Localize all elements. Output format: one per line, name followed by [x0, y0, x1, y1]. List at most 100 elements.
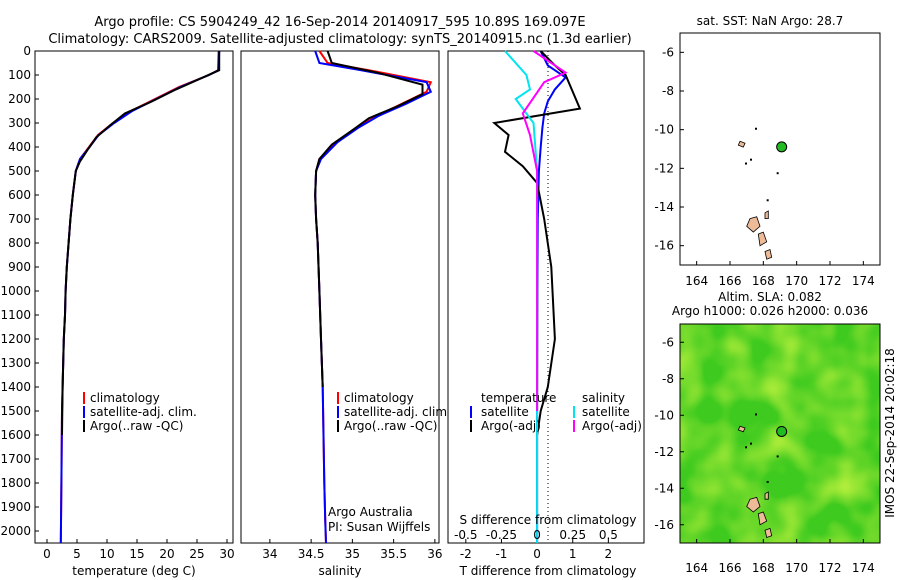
lat-tick-label: -12 — [654, 445, 674, 459]
depth-tick-label: 900 — [8, 260, 31, 274]
lat-tick-label: -10 — [654, 408, 674, 422]
lat-tick-label: -8 — [662, 84, 674, 98]
depth-tick-label: 1100 — [0, 308, 31, 322]
depth-tick-label: 700 — [8, 212, 31, 226]
legend-t-satellite: satellite — [481, 405, 529, 419]
small-island — [766, 480, 769, 483]
x-tick-label: 25 — [189, 547, 204, 561]
depth-axis: 0 100 200 300 400 500 600 700 800 900 1000 1100 1200… — [0, 44, 452, 538]
lat-tick-label: -10 — [654, 123, 674, 137]
top-tick-label: 0.25 — [559, 528, 586, 542]
lon-tick-label: 172 — [819, 561, 842, 575]
depth-tick-label: 1700 — [0, 452, 31, 466]
depth-tick-label: 300 — [8, 116, 31, 130]
x-tick-label: 2 — [605, 547, 613, 561]
island — [746, 216, 761, 233]
temperature-lines — [59, 50, 221, 544]
small-island — [766, 199, 769, 202]
small-island — [776, 172, 779, 175]
temperature-panel: 0100200300400500600700800900100011001200… — [0, 44, 452, 578]
island — [764, 527, 773, 539]
lon-tick-label: 168 — [752, 561, 775, 575]
difference-lines — [491, 50, 582, 543]
x-tick-label: -2 — [460, 547, 472, 561]
depth-tick-label: 2000 — [0, 524, 31, 538]
lon-tick-label: 168 — [752, 274, 775, 288]
lat-tick-label: -14 — [654, 200, 674, 214]
legend-s-satellite: satellite — [582, 405, 630, 419]
imos-timestamp: IMOS 22-Sep-2014 20:02:18 — [883, 348, 897, 518]
lat-tick-label: -6 — [662, 45, 674, 59]
temperature-x-axis: 0 5 10 15 20 25 30 — [43, 539, 235, 561]
temperature-xlabel: temperature (deg C) — [72, 564, 195, 578]
depth-tick-label: 800 — [8, 236, 31, 250]
depth-tick-label: 1300 — [0, 356, 31, 370]
lon-tick-label: 166 — [719, 561, 742, 575]
x-tick-label: -1 — [495, 547, 507, 561]
credit-line1: Argo Australia — [328, 505, 413, 519]
depth-tick-label: 0 — [23, 44, 31, 58]
salinity-axes-frame — [240, 50, 440, 544]
small-island — [745, 162, 747, 165]
top-tick-label: 0 — [533, 528, 541, 542]
x-tick-label: 35 — [345, 547, 360, 561]
island — [764, 491, 769, 500]
difference-xlabel: T difference from climatology — [459, 564, 637, 578]
lon-tick-label: 170 — [785, 561, 808, 575]
legend-t-argo: Argo(-adj) — [481, 419, 541, 433]
small-island — [745, 446, 747, 449]
credit-line2: PI: Susan Wijffels — [328, 520, 430, 534]
depth-tick-label: 1400 — [0, 380, 31, 394]
difference-top-label: S difference from climatology — [460, 513, 637, 527]
salinity-difference-axis: -0.5 -0.25 0 0.25 0.5 — [454, 528, 618, 542]
salinity-panel: 34 34.5 35 35.5 36 salinity climatology sate… — [240, 50, 451, 578]
temperature-legend: climatology satellite-adj. clim. Argo(..… — [83, 391, 197, 433]
argo-float-marker — [776, 425, 788, 437]
series-line-1 — [491, 50, 582, 436]
x-tick-label: 20 — [159, 547, 174, 561]
small-island — [755, 413, 757, 416]
sla-map-panel: Altim. SLA: 0.082 Argo h1000: 0.026 h200… — [654, 290, 881, 575]
difference-x-axis: -2 -1 0 1 2 — [460, 539, 612, 561]
x-tick-label: 36 — [427, 547, 442, 561]
legend-climatology: climatology — [90, 391, 160, 405]
lat-tick-label: -6 — [662, 335, 674, 349]
difference-panel: -2 -1 0 1 2 T difference from climatology S … — [447, 50, 645, 578]
depth-tick-label: 600 — [8, 188, 31, 202]
legend-s-argo: Argo(-adj) — [582, 419, 642, 433]
lon-tick-label: 174 — [852, 561, 875, 575]
lon-tick-label: 174 — [852, 274, 875, 288]
legend-argo: Argo(..raw -QC) — [344, 419, 437, 433]
x-tick-label: 5 — [73, 547, 81, 561]
salinity-x-axis: 34 34.5 35 35.5 36 — [262, 539, 443, 561]
sla-map-title2: Argo h1000: 0.026 h2000: 0.036 — [672, 304, 868, 318]
legend-temperature-title: temperature — [481, 391, 556, 405]
series-line-2 — [314, 50, 424, 388]
depth-tick-label: 1000 — [0, 284, 31, 298]
depth-tick-label: 500 — [8, 164, 31, 178]
sla-map-frame — [679, 323, 881, 544]
depth-tick-label: 400 — [8, 140, 31, 154]
depth-tick-label: 1600 — [0, 428, 31, 442]
small-island — [750, 442, 752, 445]
temperature-axes-frame — [34, 50, 234, 544]
lat-tick-label: -8 — [662, 372, 674, 386]
small-island — [750, 158, 752, 161]
legend-argo: Argo(..raw -QC) — [90, 419, 183, 433]
island — [757, 511, 768, 526]
lat-tick-label: -16 — [654, 518, 674, 532]
salinity-lines — [314, 50, 433, 544]
depth-tick-label: 1500 — [0, 404, 31, 418]
salinity-xlabel: salinity — [318, 564, 361, 578]
top-tick-label: -0.25 — [486, 528, 517, 542]
lat-tick-label: -14 — [654, 481, 674, 495]
x-tick-label: 1 — [569, 547, 577, 561]
series-line-3 — [521, 50, 568, 411]
top-tick-label: -0.5 — [454, 528, 477, 542]
sst-map-coastline — [737, 127, 779, 260]
x-tick-label: 10 — [99, 547, 114, 561]
lon-tick-label: 164 — [685, 561, 708, 575]
depth-tick-label: 200 — [8, 92, 31, 106]
island — [764, 210, 769, 220]
